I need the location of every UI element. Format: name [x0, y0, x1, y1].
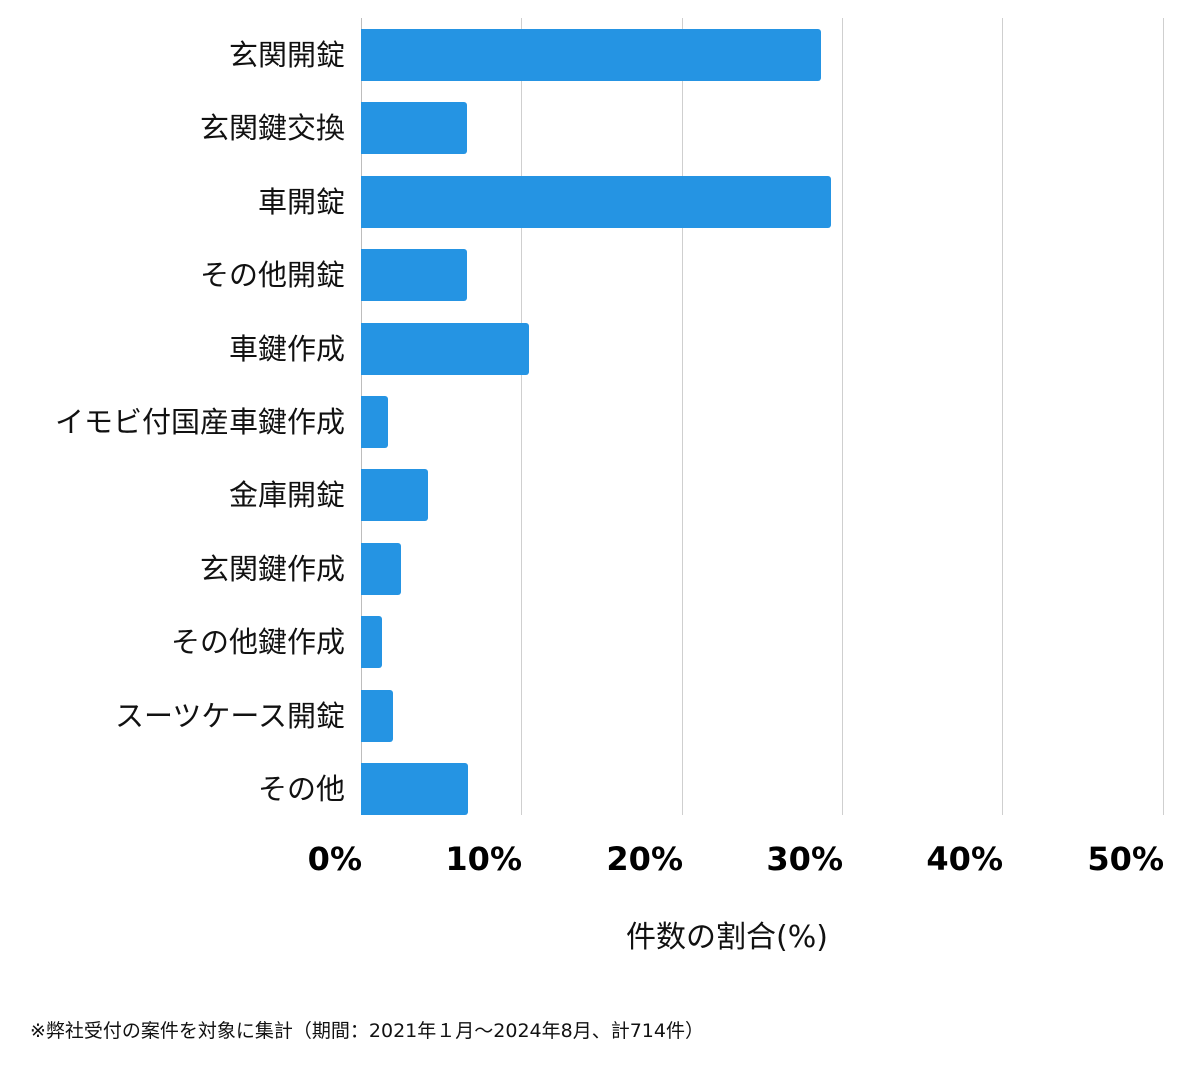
category-label: 玄関開錠	[228, 38, 345, 72]
category-label: 車開錠	[257, 185, 345, 219]
x-tick-label: 30%	[766, 840, 843, 878]
category-label: その他開錠	[199, 258, 345, 292]
footnote: ※弊社受付の案件を対象に集計（期間：2021年１月～2024年8月、計714件）	[30, 1020, 704, 1042]
bar-row: 金庫開錠	[0, 469, 1200, 521]
category-label: 車鍵作成	[228, 332, 345, 366]
gridline	[521, 18, 522, 815]
bar-row: 玄関鍵交換	[0, 102, 1200, 154]
bar-row: スーツケース開錠	[0, 690, 1200, 742]
bar	[361, 543, 401, 595]
gridline	[1163, 18, 1164, 815]
x-tick-label: 20%	[606, 840, 683, 878]
gridline	[842, 18, 843, 815]
category-label: 金庫開錠	[228, 478, 345, 512]
category-label: スーツケース開錠	[115, 699, 345, 733]
bar	[361, 249, 467, 301]
bar-row: 車開錠	[0, 176, 1200, 228]
x-axis-label: 件数の割合(%)	[626, 920, 828, 955]
category-label: その他	[257, 772, 345, 806]
bar-row: その他	[0, 763, 1200, 815]
x-tick-label: 0%	[307, 840, 362, 878]
bar	[361, 29, 821, 81]
bar	[361, 176, 831, 228]
bar-row: イモビ付国産車鍵作成	[0, 396, 1200, 448]
category-label: 玄関鍵交換	[199, 111, 345, 145]
bar-row: 玄関開錠	[0, 29, 1200, 81]
bar	[361, 396, 388, 448]
category-label: 玄関鍵作成	[199, 552, 345, 586]
bar	[361, 102, 467, 154]
bar	[361, 690, 393, 742]
bar	[361, 323, 529, 375]
bar-row: 玄関鍵作成	[0, 543, 1200, 595]
bar-row: その他開錠	[0, 249, 1200, 301]
x-tick-label: 10%	[445, 840, 522, 878]
gridline	[1002, 18, 1003, 815]
bar	[361, 616, 382, 668]
bar-row: 車鍵作成	[0, 323, 1200, 375]
category-label: イモビ付国産車鍵作成	[54, 405, 345, 439]
bar	[361, 469, 428, 521]
x-tick-label: 40%	[926, 840, 1003, 878]
gridline	[682, 18, 683, 815]
bar-row: その他鍵作成	[0, 616, 1200, 668]
bar	[361, 763, 468, 815]
category-label: その他鍵作成	[170, 625, 345, 659]
x-tick-label: 50%	[1087, 840, 1164, 878]
